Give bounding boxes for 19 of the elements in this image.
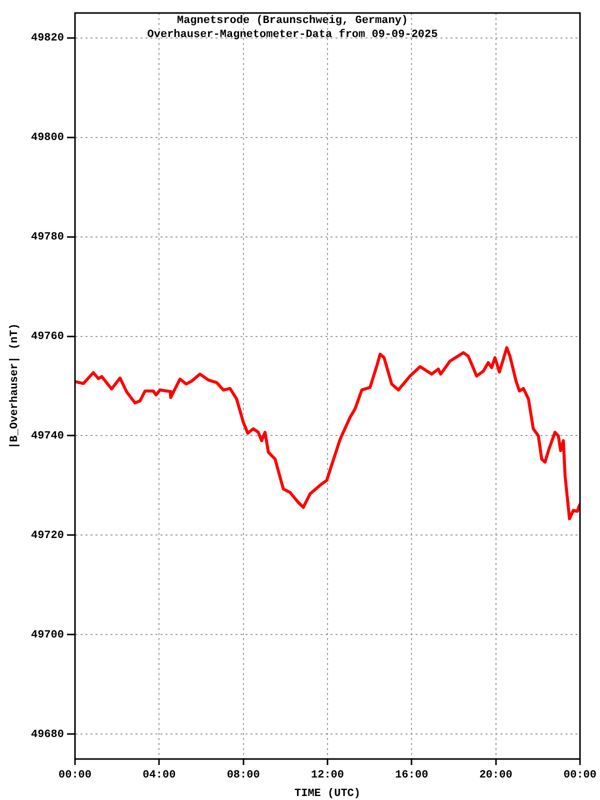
y-tick-label: 49760 bbox=[30, 331, 64, 344]
x-tick-label: 00:00 bbox=[58, 769, 92, 782]
x-tick-label: 04:00 bbox=[142, 769, 176, 782]
x-tick-label: 20:00 bbox=[479, 769, 512, 782]
x-tick-label: 00:00 bbox=[563, 769, 597, 782]
y-tick-label: 49700 bbox=[30, 629, 64, 642]
x-axis-title: TIME (UTC) bbox=[294, 788, 361, 800]
y-tick-label: 49800 bbox=[30, 132, 64, 144]
text: Overhauser-Magnetometer-Data from 09-09-2025 bbox=[147, 28, 438, 41]
y-tick-label: 49820 bbox=[30, 32, 64, 45]
y-tick-label: 49680 bbox=[30, 728, 64, 741]
y-axis-title: |B_Overhauser| (nT) bbox=[8, 323, 21, 449]
x-tick-label: 08:00 bbox=[226, 769, 260, 782]
y-tick-label: 49780 bbox=[30, 232, 64, 244]
x-tick-label: 16:00 bbox=[395, 769, 428, 782]
y-tick-label: 49720 bbox=[30, 530, 64, 542]
chart-title: Magnetsrode (Braunschweig, Germany) bbox=[176, 14, 408, 27]
y-tick-label: 49740 bbox=[30, 430, 64, 442]
x-tick-label: 12:00 bbox=[310, 769, 344, 782]
